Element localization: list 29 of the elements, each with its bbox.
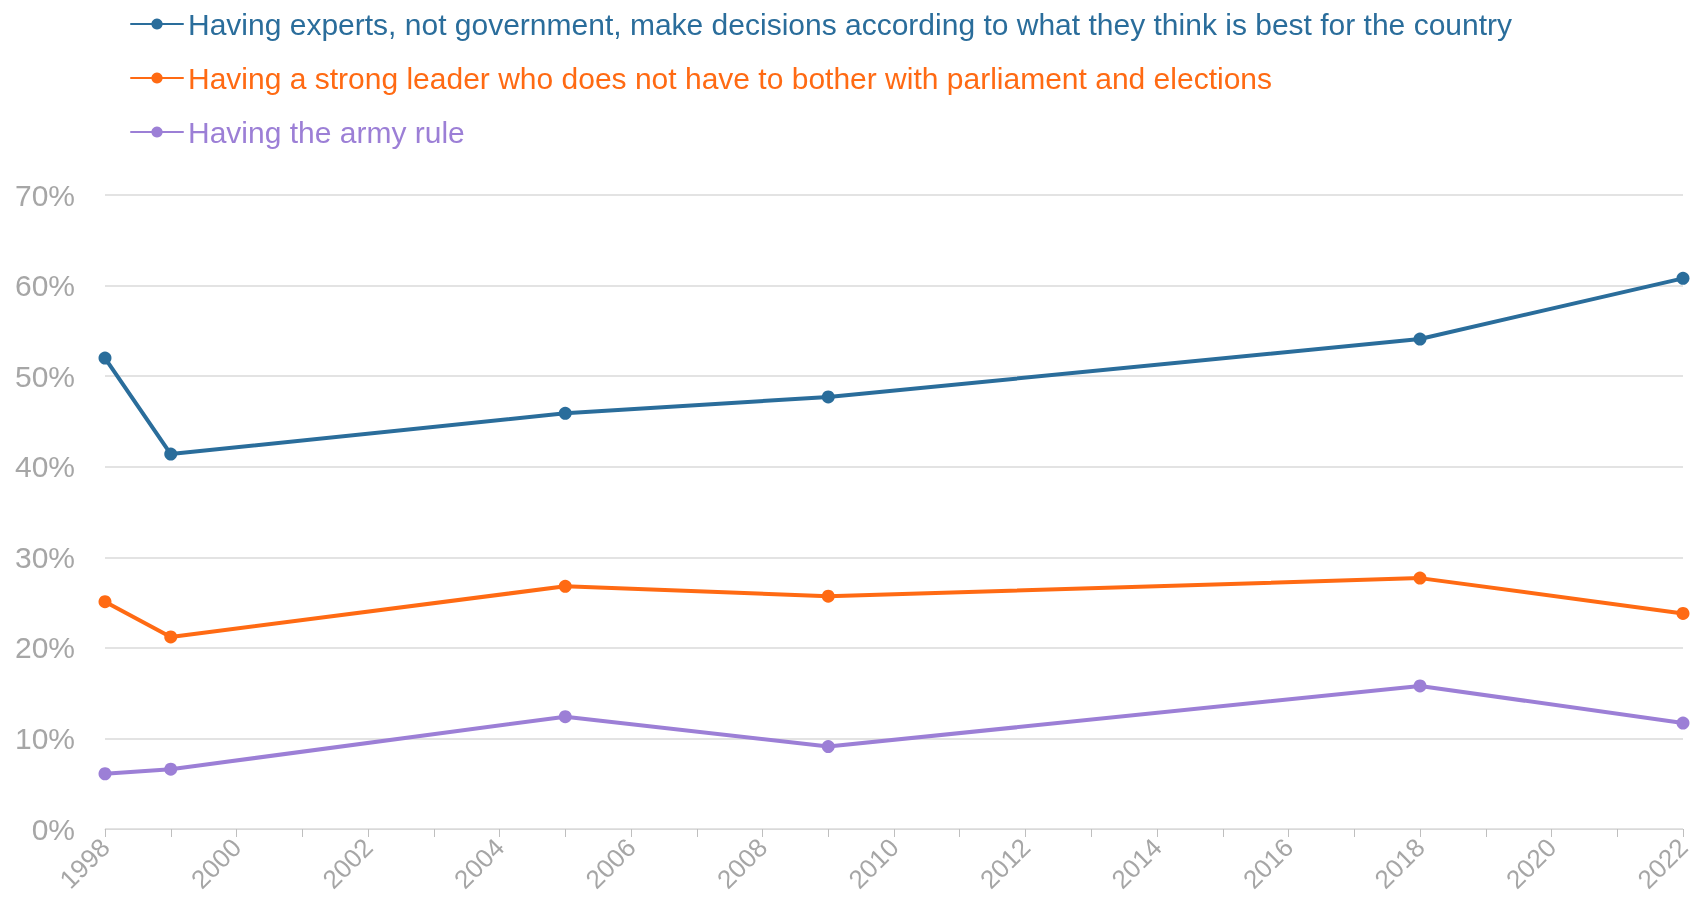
point	[164, 762, 178, 776]
point	[98, 595, 112, 609]
point	[821, 390, 835, 404]
y-tick-label: 50%	[14, 359, 75, 393]
y-tick-label: 0%	[31, 812, 75, 846]
legend-label: Having a strong leader who does not have to bother with parliament and elections	[188, 61, 1272, 95]
point	[821, 740, 835, 754]
point	[98, 351, 112, 365]
y-tick-label: 70%	[14, 178, 75, 212]
point	[558, 406, 572, 420]
point	[558, 710, 572, 724]
point	[558, 579, 572, 593]
point	[1676, 716, 1690, 730]
legend-label: Having experts, not government, make decisions according to what they think is best for the country	[188, 7, 1513, 41]
point	[1413, 571, 1427, 585]
y-tick-label: 30%	[14, 540, 75, 574]
y-tick-label: 10%	[14, 721, 75, 755]
y-tick-label: 20%	[14, 631, 75, 665]
point	[821, 589, 835, 603]
point	[98, 767, 112, 781]
point	[164, 630, 178, 644]
point	[1413, 332, 1427, 346]
point	[1413, 679, 1427, 693]
point	[1676, 606, 1690, 620]
point	[164, 447, 178, 461]
legend-label: Having the army rule	[188, 115, 465, 149]
point	[1676, 271, 1690, 285]
y-tick-label: 60%	[14, 269, 75, 303]
y-tick-label: 40%	[14, 450, 75, 484]
